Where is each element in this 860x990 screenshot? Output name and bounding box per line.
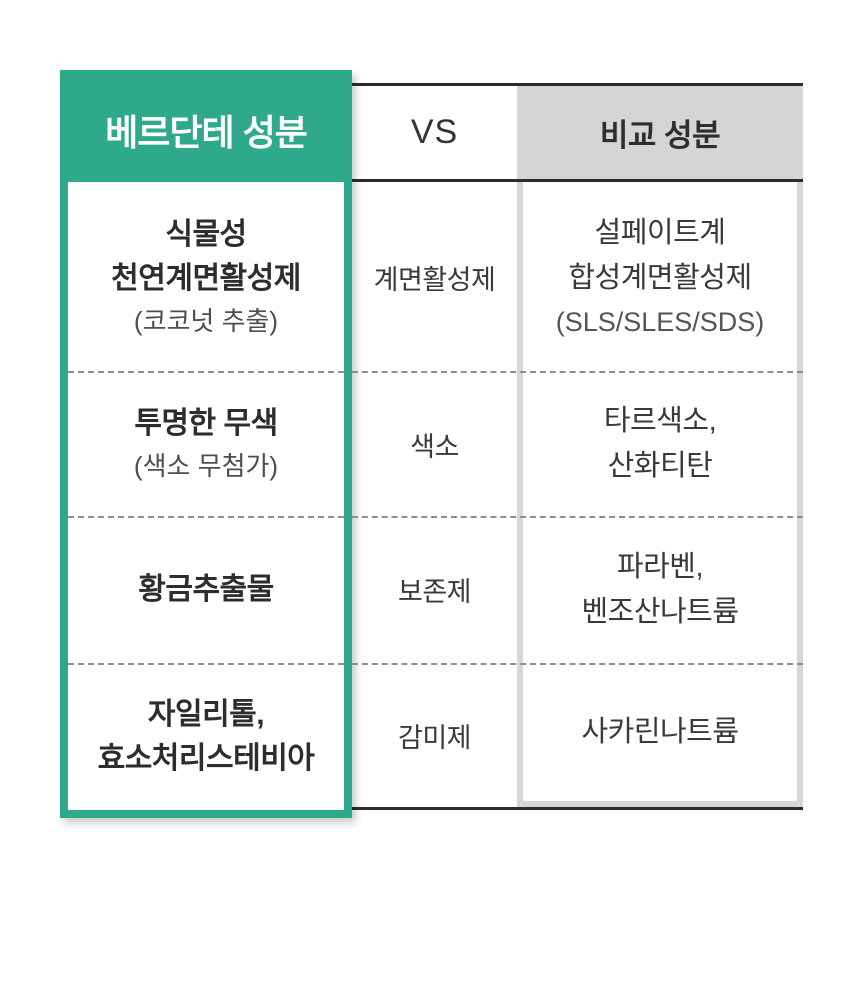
compare-ingredient-text: 벤조산나트륨 [581, 595, 739, 628]
verdante-header-label: 베르단테 성분 [105, 112, 308, 153]
table-row: 설페이트계 합성계면활성제 (SLS/SLES/SDS) [523, 182, 797, 372]
vs-label: VS [410, 113, 459, 151]
row-divider-dashed [68, 663, 344, 665]
row-divider-dashed [68, 371, 344, 373]
vs-category-column: VS 계면활성제 색소 보존제 감미제 [352, 86, 517, 807]
table-row: 사카린나트륨 [523, 663, 797, 801]
compare-ingredient-text: 파라벤, [616, 550, 704, 583]
table-row: 투명한 무색 (색소 무첨가) [68, 372, 344, 516]
category-cell: 색소 [410, 431, 459, 462]
table-row: 황금추출물 [68, 516, 344, 663]
category-cell: 보존제 [397, 577, 472, 607]
table-row: 타르색소, 산화티탄 [523, 372, 797, 516]
compare-column-header: 비교 성분 [517, 86, 803, 182]
row-divider-dashed [352, 516, 803, 518]
row-divider-dashed [352, 371, 803, 373]
verdante-ingredient-column: 베르단테 성분 식물성 천연계면활성제 (코코넛 추출) 투명한 무색 (색소 … [60, 70, 352, 818]
verdante-column-header: 베르단테 성분 [68, 78, 344, 182]
compare-ingredient-text: 합성계면활성제 [568, 262, 752, 294]
table-row: 파라벤, 벤조산나트륨 [523, 516, 797, 663]
verdante-ingredient-text: 천연계면활성제 [111, 262, 301, 295]
compare-ingredient-column: 비교 성분 설페이트계 합성계면활성제 (SLS/SLES/SDS) 타르색소,… [517, 86, 803, 807]
vs-column-header: VS [352, 86, 517, 182]
compare-ingredient-text: 타르색소, [603, 405, 717, 437]
verdante-ingredient-text: 투명한 무색 [134, 407, 278, 440]
verdante-ingredient-text: 황금추출물 [138, 572, 274, 606]
table-row: 식물성 천연계면활성제 (코코넛 추출) [68, 182, 344, 372]
verdante-ingredient-text: 자일리톨, [147, 697, 265, 731]
row-divider-dashed [68, 516, 344, 518]
compare-header-label: 비교 성분 [599, 118, 721, 153]
verdante-ingredient-note: (코코넛 추출) [133, 306, 279, 336]
row-divider-dashed [352, 663, 803, 665]
compare-ingredient-note: (SLS/SLES/SDS) [555, 307, 765, 337]
verdante-ingredient-note: (색소 무첨가) [133, 451, 279, 481]
verdante-ingredient-text: 식물성 [165, 218, 247, 251]
category-cell: 계면활성제 [373, 264, 496, 295]
compare-ingredient-text: 설페이트계 [594, 217, 726, 249]
comparison-table: VS 계면활성제 색소 보존제 감미제 비교 성분 설페이트계 합성계면활성제 … [352, 83, 803, 810]
compare-column-body: 설페이트계 합성계면활성제 (SLS/SLES/SDS) 타르색소, 산화티탄 … [517, 182, 803, 807]
verdante-ingredient-text: 효소처리스테비아 [97, 741, 315, 775]
category-cell: 감미제 [397, 722, 472, 753]
table-row: 자일리톨, 효소처리스테비아 [68, 663, 344, 810]
compare-ingredient-text: 산화티탄 [607, 450, 713, 482]
compare-ingredient-text: 사카린나트륨 [581, 715, 739, 748]
